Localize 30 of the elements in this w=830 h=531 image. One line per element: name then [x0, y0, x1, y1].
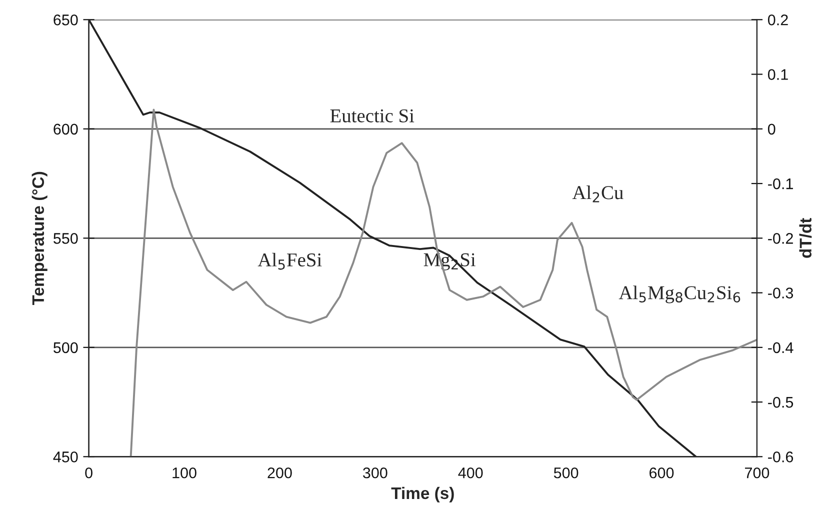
y2-tick-label: -0.3	[768, 288, 794, 298]
annotation: Al$_{5}$Mg$_{8}$Cu$_{2}$Si$_{6}$	[618, 286, 740, 304]
line-series	[130, 108, 757, 457]
y2-tick-label: 0.1	[768, 69, 788, 80]
y-axis-title: Temperature (°C)	[32, 172, 48, 306]
annotation: Al$_{5}$FeSi	[258, 252, 322, 270]
x-tick-label: 400	[458, 467, 483, 478]
x-tick-label: 700	[745, 467, 770, 478]
x-axis-title: Time (s)	[391, 486, 454, 502]
y-tick-label: 500	[54, 342, 78, 354]
y2-axis-title: dT/dt	[799, 218, 812, 258]
y-tick-label: 600	[54, 124, 78, 135]
x-tick-label: 500	[554, 467, 578, 478]
y-tick-label: 450	[53, 452, 78, 462]
annotation: Al$_{2}$Cu	[572, 186, 624, 202]
y-tick-label: 650	[54, 14, 78, 26]
y-tick-label: 550	[54, 233, 78, 244]
y2-tick-label: -0.4	[768, 342, 794, 354]
y2-tick-label: -0.6	[768, 452, 794, 462]
annotation: Eutectic Si	[330, 109, 414, 122]
y2-tick-label: 0	[768, 124, 776, 135]
y2-tick-label: -0.5	[768, 396, 794, 408]
x-tick-label: 0	[85, 467, 92, 478]
x-tick-label: 100	[172, 467, 196, 478]
y2-tick-label: -0.1	[768, 178, 793, 190]
y2-tick-label: -0.2	[768, 233, 793, 244]
x-tick-label: 200	[268, 467, 292, 478]
x-tick-label: 600	[650, 467, 674, 478]
x-tick-label: 300	[363, 467, 388, 478]
y2-tick-label: 0.2	[768, 14, 788, 26]
